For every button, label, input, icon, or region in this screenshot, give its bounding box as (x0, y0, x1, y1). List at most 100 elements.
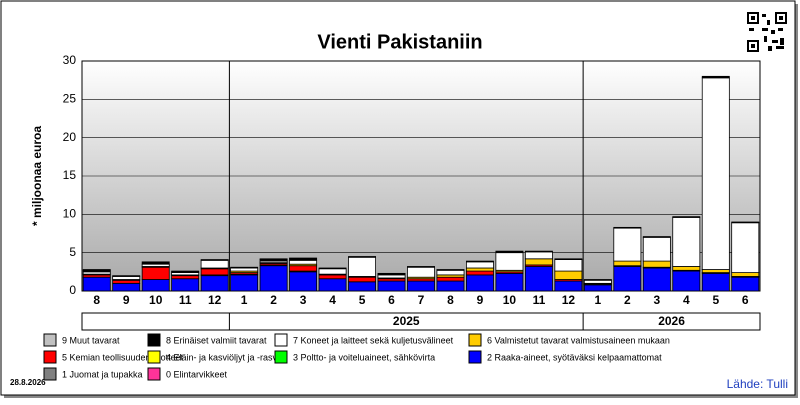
bar-segment (554, 258, 583, 260)
bar-segment (672, 216, 701, 267)
bar-segment (230, 274, 259, 292)
bar-segment (259, 258, 288, 260)
legend-label: 8 Erinäiset valmiit tavarat (166, 335, 267, 345)
x-tick-label: 4 (683, 293, 690, 307)
bar-segment (524, 251, 553, 260)
x-tick-label: 4 (329, 293, 336, 307)
bar-segment (554, 259, 583, 272)
legend-label: 7 Koneet ja laitteet sekä kuljetusväline… (293, 335, 454, 345)
bar-segment (731, 222, 760, 273)
x-tick-label: 8 (447, 293, 454, 307)
bar-segment (465, 270, 494, 276)
bar-segment (731, 221, 760, 224)
bar-segment (613, 227, 642, 262)
y-tick-label: 5 (69, 245, 76, 259)
bar-segment (436, 276, 465, 282)
bar-segment (465, 274, 494, 292)
bar-segment (524, 258, 553, 266)
x-tick-label: 1 (595, 293, 602, 307)
x-tick-label: 2 (624, 293, 631, 307)
bar-segment (289, 257, 318, 260)
legend-swatch (147, 367, 161, 381)
bar-segment (318, 268, 347, 275)
bar-segment (731, 276, 760, 292)
legend-swatch (43, 367, 57, 381)
bar-segment (524, 266, 553, 292)
legend-label: 1 Juomat ja tupakka (62, 369, 143, 379)
date: 28.8.2026 (10, 378, 46, 387)
legend-swatch (274, 350, 288, 364)
bar-segment (583, 279, 612, 281)
bar-segment (348, 256, 377, 258)
bar-segment (318, 278, 347, 292)
bar-segment (436, 280, 465, 292)
bar-segment (524, 250, 553, 253)
legend-label: 2 Raaka-aineet, syötäväksi kelpaamattoma… (487, 352, 662, 362)
bar-segment (554, 270, 583, 280)
bar-segment (407, 266, 435, 278)
legend-label: 0 Elintarvikkeet (166, 369, 228, 379)
legend-swatch (468, 333, 482, 347)
qr-code (747, 12, 787, 52)
x-tick-label: 3 (300, 293, 307, 307)
x-tick-label: 12 (562, 293, 576, 307)
y-tick-label: 0 (69, 283, 76, 297)
bar-segment (141, 266, 170, 280)
bar-segment (554, 280, 583, 292)
year-label: 2026 (658, 314, 685, 328)
bar-segment (318, 267, 347, 270)
legend-label: 5 Kemian teollisuuden tuotteet (62, 352, 184, 362)
y-tick-label: 30 (63, 53, 77, 67)
bar-segment (259, 265, 288, 292)
legend-swatch (147, 333, 161, 347)
x-tick-label: 8 (93, 293, 100, 307)
bar-segment (642, 236, 671, 262)
bar-segment (318, 274, 347, 280)
bar-segment (289, 259, 318, 265)
legend-swatch (468, 350, 482, 364)
x-tick-label: 2 (270, 293, 277, 307)
bar-segment (200, 268, 229, 276)
bar-segment (141, 279, 170, 292)
x-tick-label: 10 (503, 293, 517, 307)
bar-segment (377, 272, 406, 275)
bar-segment (731, 272, 760, 277)
x-tick-label: 7 (418, 293, 425, 307)
bar-segment (436, 269, 465, 271)
bar-segment (348, 256, 377, 277)
bar-segment (230, 267, 259, 272)
legend-swatch (147, 350, 161, 364)
bar-segment (642, 267, 671, 292)
bar-segment (642, 236, 671, 238)
bar-segment (230, 266, 259, 269)
bar-segment (348, 276, 377, 283)
bar-segment (701, 75, 730, 79)
y-tick-label: 15 (63, 168, 77, 182)
legend-swatch (43, 350, 57, 364)
bar-segment (465, 260, 494, 263)
bar-segment (112, 282, 141, 292)
y-tick-label: 10 (63, 207, 77, 221)
bar-segment (495, 272, 524, 292)
bar-segment (495, 250, 524, 254)
bar-segment (141, 261, 170, 265)
bar-segment (613, 260, 642, 267)
legend-label: 9 Muut tavarat (62, 335, 120, 345)
x-tick-label: 10 (149, 293, 163, 307)
bar-segment (82, 269, 111, 271)
bar-segment (701, 77, 730, 270)
bar-segment (495, 252, 524, 271)
x-tick-label: 11 (179, 293, 192, 307)
legend-label: 6 Valmistetut tavarat valmistusaineen mu… (487, 335, 670, 345)
bar-segment (672, 216, 701, 218)
x-tick-label: 5 (712, 293, 719, 307)
bar-segment (465, 261, 494, 269)
bar-segment (200, 275, 229, 292)
year-label: 2025 (393, 314, 420, 328)
legend-swatch (43, 333, 57, 347)
bar-segment (465, 267, 494, 272)
year-band (81, 312, 761, 331)
bar-segment (583, 279, 612, 284)
bar-segment (200, 259, 229, 269)
